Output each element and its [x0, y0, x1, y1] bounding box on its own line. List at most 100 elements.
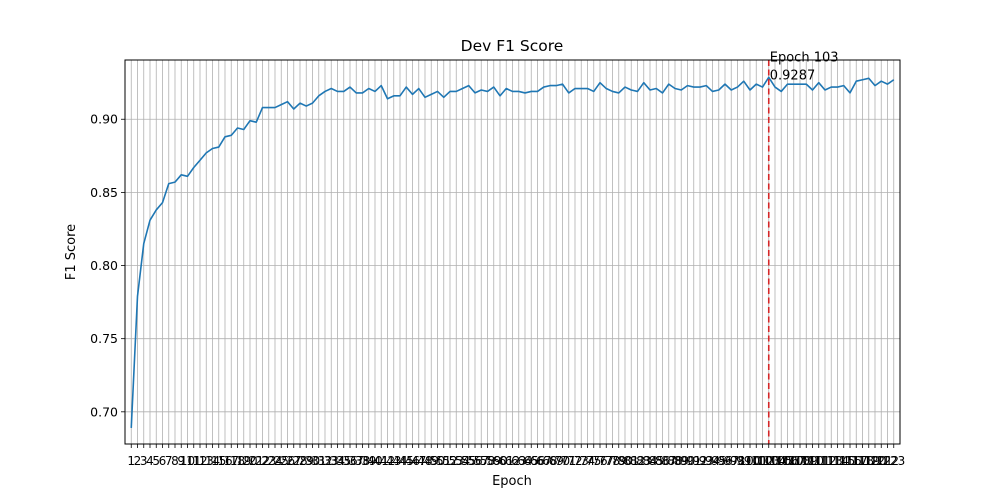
x-tick-label: 120	[864, 454, 887, 468]
x-tick-label: 94	[705, 454, 720, 468]
x-tick-label: 11	[186, 454, 201, 468]
x-tick-label: 46	[405, 454, 420, 468]
x-tick-label: 42	[380, 454, 395, 468]
x-tick-label: 45	[399, 454, 414, 468]
x-tick-label: 44	[392, 454, 407, 468]
x-tick-label: 100	[739, 454, 762, 468]
x-tick-label: 106	[776, 454, 799, 468]
x-tick-label: 47	[411, 454, 426, 468]
y-tick-label: 0.75	[90, 331, 118, 346]
x-tick-label: 66	[530, 454, 545, 468]
x-tick-label: 53	[449, 454, 464, 468]
x-tick-label: 111	[807, 454, 830, 468]
x-tick-label: 34	[330, 454, 345, 468]
x-tick-label: 102	[751, 454, 774, 468]
x-tick-label: 109	[795, 454, 818, 468]
x-tick-label: 50	[430, 454, 445, 468]
x-tick-label: 104	[764, 454, 787, 468]
x-tick-label: 37	[349, 454, 364, 468]
x-tick-label: 64	[517, 454, 532, 468]
x-tick-label: 8	[171, 454, 179, 468]
x-tick-label: 32	[317, 454, 332, 468]
x-tick-label: 114	[826, 454, 849, 468]
x-tick-label: 22	[255, 454, 270, 468]
x-tick-label: 112	[814, 454, 837, 468]
x-tick-label: 55	[461, 454, 476, 468]
x-tick-label: 77	[599, 454, 614, 468]
x-tick-label: 13	[199, 454, 214, 468]
x-tick-label: 68	[542, 454, 557, 468]
x-axis-label: Epoch	[492, 474, 532, 489]
x-tick-label: 88	[667, 454, 682, 468]
x-tick-label: 62	[505, 454, 520, 468]
x-tick-label: 95	[711, 454, 726, 468]
x-tick-label: 23	[261, 454, 276, 468]
x-tick-label: 6	[159, 454, 167, 468]
x-tick-label: 118	[851, 454, 874, 468]
x-tick-label: 40	[367, 454, 382, 468]
best-epoch-annotation-value: 0.9287	[770, 68, 816, 83]
x-tick-label: 52	[442, 454, 457, 468]
x-tick-label: 54	[455, 454, 470, 468]
x-tick-label: 123	[882, 454, 905, 468]
x-tick-label: 15	[211, 454, 226, 468]
x-tick-label: 76	[592, 454, 607, 468]
x-tick-label: 85	[649, 454, 664, 468]
x-tick-label: 30	[305, 454, 320, 468]
x-tick-label: 61	[499, 454, 514, 468]
x-gridlines	[130, 60, 895, 444]
x-tick-label: 63	[511, 454, 526, 468]
y-gridlines	[125, 118, 900, 413]
x-tick-label: 10	[180, 454, 195, 468]
x-tick-label: 9	[177, 454, 185, 468]
x-tick-label: 27	[286, 454, 301, 468]
x-tick-label: 3	[140, 454, 148, 468]
x-tick-label: 86	[655, 454, 670, 468]
x-tick-label: 26	[280, 454, 295, 468]
x-tick-label: 113	[820, 454, 843, 468]
x-tick-label: 56	[467, 454, 482, 468]
x-tick-label: 38	[355, 454, 370, 468]
x-tick-label: 101	[745, 454, 768, 468]
x-tick-label: 115	[832, 454, 855, 468]
f1-line	[130, 76, 895, 428]
x-tick-label: 28	[292, 454, 307, 468]
x-tick-label: 83	[636, 454, 651, 468]
y-tick-label: 0.70	[90, 404, 118, 419]
x-tick-label: 51	[436, 454, 451, 468]
x-tick-label: 90	[680, 454, 695, 468]
x-tick-label: 80	[617, 454, 632, 468]
x-tick-label: 29	[299, 454, 314, 468]
x-tick-label: 98	[730, 454, 745, 468]
x-tick-label: 20	[242, 454, 257, 468]
x-tick-label: 57	[474, 454, 489, 468]
x-tick-label: 121	[870, 454, 893, 468]
x-tick-label: 96	[717, 454, 732, 468]
f1-series	[130, 76, 895, 428]
x-tick-label: 89	[674, 454, 689, 468]
x-tick-label: 33	[324, 454, 339, 468]
x-tick-label: 65	[524, 454, 539, 468]
x-tick-label: 116	[839, 454, 862, 468]
x-tick-label: 122	[876, 454, 899, 468]
x-tick-label: 71	[561, 454, 576, 468]
x-tick-label: 21	[249, 454, 264, 468]
y-ticks: 0.70 0.75 0.80 0.85 0.90	[90, 112, 125, 419]
y-tick-label: 0.85	[90, 185, 118, 200]
x-tick-label: 93	[699, 454, 714, 468]
x-tick-label: 72	[567, 454, 582, 468]
x-tick-label: 14	[205, 454, 220, 468]
chart-title: Dev F1 Score	[461, 37, 564, 55]
x-tick-label: 4	[146, 454, 154, 468]
best-epoch-annotation-epoch: Epoch 103	[770, 50, 839, 65]
x-tick-label: 58	[480, 454, 495, 468]
x-tick-label: 39	[361, 454, 376, 468]
x-tick-label: 49	[424, 454, 439, 468]
x-tick-label: 67	[536, 454, 551, 468]
x-tick-label: 74	[580, 454, 595, 468]
x-tick-label: 99	[736, 454, 751, 468]
x-tick-label: 105	[770, 454, 793, 468]
x-tick-label: 107	[782, 454, 805, 468]
x-tick-label: 19	[236, 454, 251, 468]
